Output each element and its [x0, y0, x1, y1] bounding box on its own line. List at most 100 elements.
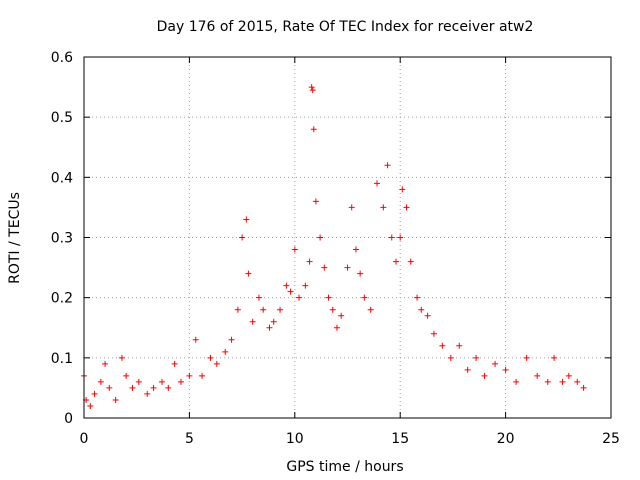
data-point — [287, 288, 294, 295]
data-point — [447, 354, 454, 361]
data-point — [388, 234, 395, 241]
data-point — [135, 378, 142, 385]
data-point — [222, 348, 229, 355]
x-tick-label: 20 — [497, 431, 515, 447]
data-point — [367, 306, 374, 313]
data-point — [502, 366, 509, 373]
data-point — [277, 306, 284, 313]
data-point — [102, 360, 109, 367]
data-point — [473, 354, 480, 361]
data-point — [464, 366, 471, 373]
data-point — [414, 294, 421, 301]
data-point — [239, 234, 246, 241]
data-point — [243, 216, 250, 223]
data-point — [106, 384, 113, 391]
data-point — [392, 258, 399, 265]
data-point — [439, 342, 446, 349]
data-point — [309, 87, 316, 94]
data-point — [534, 372, 541, 379]
data-point — [424, 312, 431, 319]
axis-ticks: 0 5 10 15 20 25 0 0.1 0.2 0.3 0.4 0.5 0.6 — [51, 50, 620, 447]
data-point — [186, 372, 193, 379]
y-tick-label: 0 — [64, 411, 73, 427]
data-point — [177, 378, 184, 385]
data-point — [357, 270, 364, 277]
data-point — [266, 324, 273, 331]
data-point — [249, 318, 256, 325]
data-point — [291, 246, 298, 253]
data-point — [374, 180, 381, 187]
data-point — [144, 390, 151, 397]
data-point — [513, 378, 520, 385]
data-point — [308, 84, 315, 91]
y-tick-label: 0.4 — [51, 170, 73, 186]
y-axis-title: ROTI / TECUs — [7, 192, 23, 284]
data-point — [523, 354, 530, 361]
data-point — [380, 204, 387, 211]
x-tick-label: 5 — [185, 431, 194, 447]
y-tick-label: 0.1 — [51, 351, 73, 367]
data-point — [283, 282, 290, 289]
data-points — [81, 84, 587, 409]
data-point — [192, 336, 199, 343]
data-point — [403, 204, 410, 211]
data-point — [255, 294, 262, 301]
data-point — [123, 372, 130, 379]
data-point — [213, 360, 220, 367]
data-point — [407, 258, 414, 265]
data-point — [158, 378, 165, 385]
plot-frame — [83, 56, 612, 419]
data-point — [317, 234, 324, 241]
data-point — [260, 306, 267, 313]
grid-lines — [84, 57, 611, 418]
data-point — [399, 186, 406, 193]
y-tick-label: 0.2 — [51, 291, 73, 307]
data-point — [544, 378, 551, 385]
y-tick-label: 0.6 — [51, 50, 73, 66]
data-point — [150, 384, 157, 391]
x-tick-label: 15 — [391, 431, 409, 447]
data-point — [580, 384, 587, 391]
data-point — [329, 306, 336, 313]
data-point — [430, 330, 437, 337]
data-point — [97, 378, 104, 385]
data-point — [296, 294, 303, 301]
data-point — [551, 354, 558, 361]
data-point — [481, 372, 488, 379]
y-tick-label: 0.5 — [51, 110, 73, 126]
data-point — [270, 318, 277, 325]
data-point — [302, 282, 309, 289]
data-point — [348, 204, 355, 211]
data-point — [418, 306, 425, 313]
data-point — [338, 312, 345, 319]
data-point — [312, 198, 319, 205]
data-point — [565, 372, 572, 379]
data-point — [384, 162, 391, 169]
data-point — [207, 354, 214, 361]
y-tick-label: 0.3 — [51, 231, 73, 247]
x-tick-label: 25 — [602, 431, 620, 447]
data-point — [118, 354, 125, 361]
data-point — [245, 270, 252, 277]
data-point — [344, 264, 351, 271]
data-point — [129, 384, 136, 391]
x-tick-label: 0 — [80, 431, 89, 447]
data-point — [559, 378, 566, 385]
data-point — [228, 336, 235, 343]
data-point — [352, 246, 359, 253]
data-point — [199, 372, 206, 379]
data-point — [112, 396, 119, 403]
data-point — [321, 264, 328, 271]
data-point — [310, 126, 317, 133]
data-point — [325, 294, 332, 301]
data-point — [574, 378, 581, 385]
x-axis-title: GPS time / hours — [286, 459, 403, 475]
data-point — [91, 390, 98, 397]
data-point — [492, 360, 499, 367]
x-tick-label: 10 — [286, 431, 304, 447]
data-point — [361, 294, 368, 301]
data-point — [306, 258, 313, 265]
data-point — [165, 384, 172, 391]
data-point — [171, 360, 178, 367]
data-point — [234, 306, 241, 313]
